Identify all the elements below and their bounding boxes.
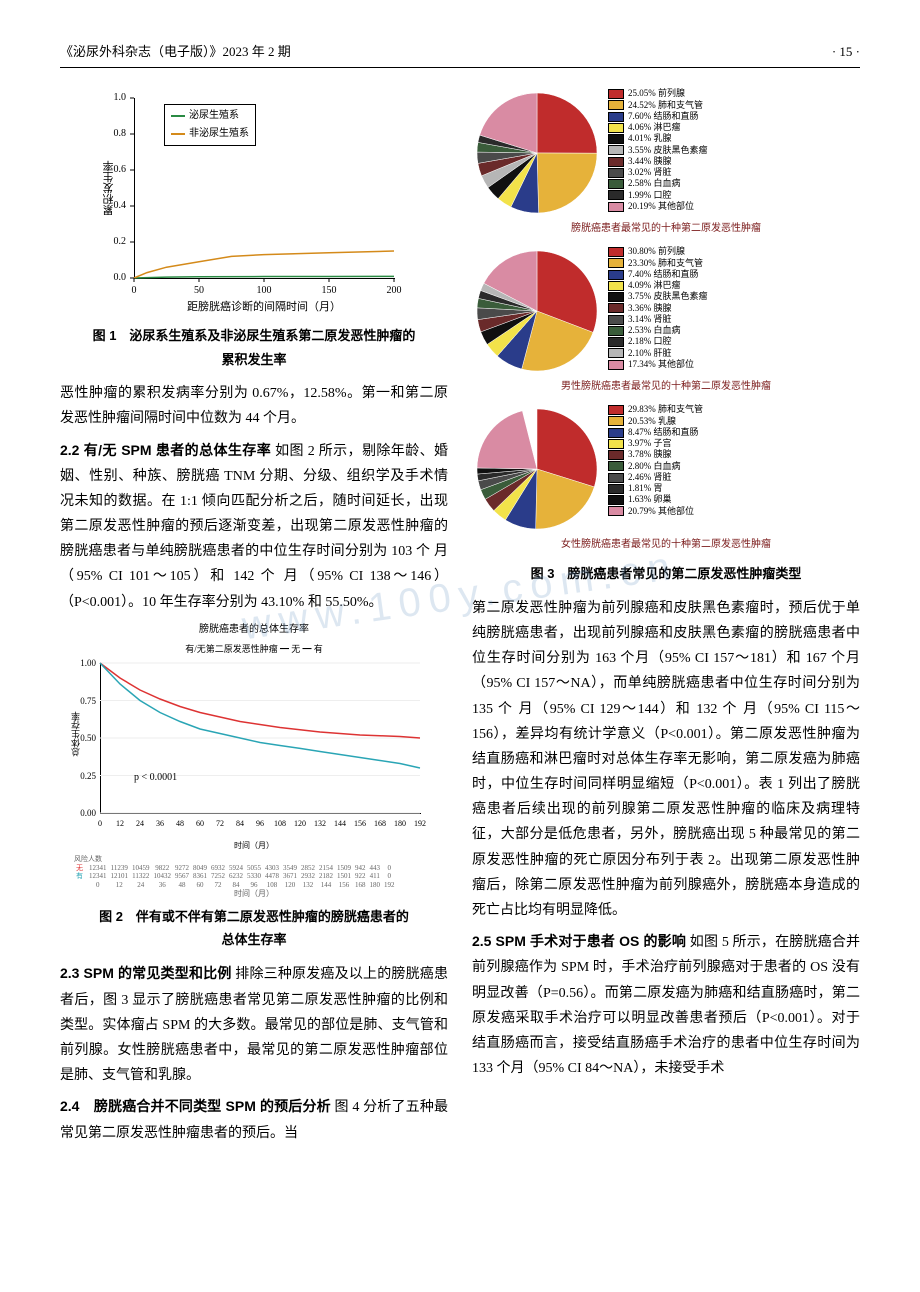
section-2-3: 2.3 SPM 的常见类型和比例 排除三种原发癌及以上的膀胱癌患者后，图 3 显… [60,961,448,1088]
sec23-title: 2.3 SPM 的常见类型和比例 [60,965,232,981]
km1-yticks: 0.00.20.40.60.81.0 [94,98,130,278]
figure-1-caption: 图 1 泌尿系生殖系及非泌尿生殖系第二原发恶性肿瘤的累积发生率 [60,324,448,371]
km2-xlabel: 时间（月） [74,839,434,853]
pie-legend: 25.05% 前列腺24.52% 肺和支气管7.60% 结肠和直肠4.06% 淋… [608,88,708,212]
right-column: 25.05% 前列腺24.52% 肺和支气管7.60% 结肠和直肠4.06% 淋… [472,88,860,1151]
pie-svg [472,246,602,376]
sec25-body: 如图 5 所示，在膀胱癌合并前列腺癌作为 SPM 时，手术治疗前列腺癌对于患者的… [472,935,860,1076]
km2-pvalue: p < 0.0001 [134,769,177,787]
km2-svg [100,663,420,813]
right-para-main: 第二原发恶性肿瘤为前列腺癌和皮肤黑色素瘤时，预后优于单纯膀胱癌患者，出现前列腺癌… [472,596,860,923]
page-header: 《泌尿外科杂志（电子版）》2023 年 2 期 · 15 · [60,40,860,68]
km2-risk-table: 风险人数 无1234111239104599822927280496932592… [74,855,434,898]
km2-risk-header: 风险人数 [74,855,434,863]
pie-svg [472,88,602,218]
pie-subcaption: 女性膀胱癌患者最常见的十种第二原发恶性肿瘤 [472,536,860,554]
figure-2-plot: 膀胱癌患者的总体生存率 有/无第二原发恶性肿瘤 ━ 无 ━ 有 总体生存率 0.… [74,621,434,899]
page-number: · 15 · [832,40,860,63]
journal-title: 《泌尿外科杂志（电子版）》2023 年 2 期 [60,40,291,63]
km2-title: 膀胱癌患者的总体生存率 [74,621,434,639]
pie-subcaption: 膀胱癌患者最常见的十种第二原发恶性肿瘤 [472,220,860,238]
figure-3-caption: 图 3 膀胱癌患者常见的第二原发恶性肿瘤类型 [472,562,860,585]
sec22-title: 2.2 有/无 SPM 患者的总体生存率 [60,442,271,458]
pie-svg [472,404,602,534]
pie-chart: 29.83% 肺和支气管20.53% 乳腺8.47% 结肠和直肠3.97% 子宫… [472,404,860,554]
section-2-4: 2.4 膀胱癌合并不同类型 SPM 的预后分析 图 4 分析了五种最常见第二原发… [60,1094,448,1145]
pie-subcaption: 男性膀胱癌患者最常见的十种第二原发恶性肿瘤 [472,378,860,396]
sec25-title: 2.5 SPM 手术对于患者 OS 的影响 [472,933,686,949]
pie-legend: 30.80% 前列腺23.30% 肺和支气管7.40% 结肠和直肠4.09% 淋… [608,246,708,370]
km2-xlabel2: 时间（月） [74,889,434,899]
km2-yticks: 0.000.250.500.751.00 [74,663,98,813]
sec23-body: 排除三种原发癌及以上的膀胱癌患者后，图 3 显示了膀胱癌患者常见第二原发恶性肿瘤… [60,967,448,1083]
section-2-2: 2.2 有/无 SPM 患者的总体生存率 如图 2 所示，剔除年龄、婚姻、性别、… [60,438,448,615]
sec22-body: 如图 2 所示，剔除年龄、婚姻、性别、种族、膀胱癌 TNM 分期、分级、组织学及… [60,444,448,610]
pie-chart: 30.80% 前列腺23.30% 肺和支气管7.40% 结肠和直肠4.09% 淋… [472,246,860,396]
km1-xlabel: 距膀胱癌诊断的间隔时间（月） [134,298,394,318]
pie-chart: 25.05% 前列腺24.52% 肺和支气管7.60% 结肠和直肠4.06% 淋… [472,88,860,238]
sec24-title: 2.4 膀胱癌合并不同类型 SPM 的预后分析 [60,1098,331,1114]
figure-2-caption: 图 2 伴有或不伴有第二原发恶性肿瘤的膀胱癌患者的总体生存率 [60,905,448,952]
figure-1-plot: 累积发生率 0.00.20.40.60.81.0 050100150200 距膀… [94,88,414,318]
para-cumulative: 恶性肿瘤的累积发病率分别为 0.67%，12.58%。第一和第二原发恶性肿瘤间隔… [60,381,448,431]
km1-legend: 泌尿生殖系非泌尿生殖系 [164,104,256,146]
pie-legend: 29.83% 肺和支气管20.53% 乳腺8.47% 结肠和直肠3.97% 子宫… [608,404,703,517]
left-column: 累积发生率 0.00.20.40.60.81.0 050100150200 距膀… [60,88,448,1151]
section-2-5: 2.5 SPM 手术对于患者 OS 的影响 如图 5 所示，在膀胱癌合并前列腺癌… [472,929,860,1081]
km2-legend-top: 有/无第二原发恶性肿瘤 ━ 无 ━ 有 [74,641,434,657]
figure-3-pies: 25.05% 前列腺24.52% 肺和支气管7.60% 结肠和直肠4.06% 淋… [472,88,860,554]
